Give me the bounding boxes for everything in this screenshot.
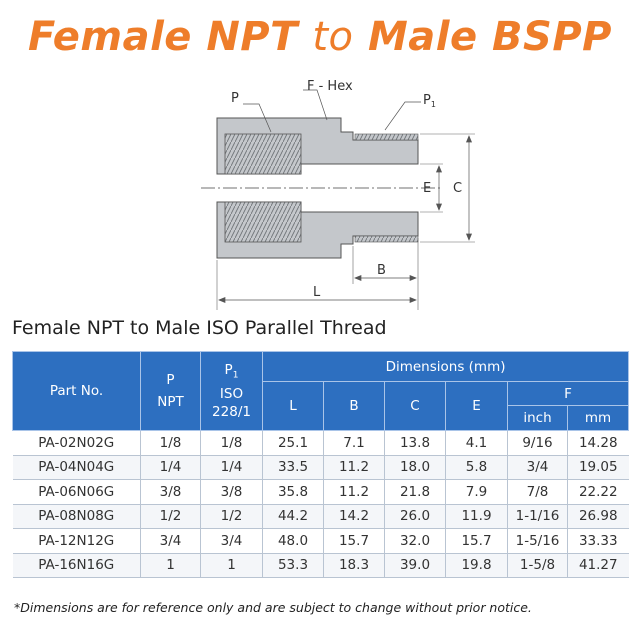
label-b: B bbox=[377, 263, 386, 278]
table-row: PA-04N04G 1/4 1/4 33.5 11.2 18.0 5.8 3/4 19.05 bbox=[12, 455, 629, 480]
header-f-mm: mm bbox=[566, 405, 630, 431]
dimensions-table: Part No. P NPT P1 ISO 228/1 Dimensions (… bbox=[12, 351, 630, 578]
header-c: C bbox=[384, 381, 446, 431]
header-p-label: P bbox=[166, 372, 175, 388]
label-l: L bbox=[313, 285, 321, 300]
table-title: Female NPT to Male ISO Parallel Thread bbox=[12, 317, 387, 339]
header-dimensions: Dimensions (mm) bbox=[261, 351, 630, 382]
label-p1: P1 bbox=[423, 93, 436, 109]
label-p: P bbox=[231, 91, 239, 106]
title-part-2: Male BSPP bbox=[367, 14, 612, 60]
header-f-inch: inch bbox=[507, 405, 568, 431]
female-thread-lower bbox=[224, 201, 302, 243]
male-thread-lower bbox=[354, 235, 419, 243]
table-row: PA-12N12G 3/4 3/4 48.0 15.7 32.0 15.7 1-5/16 3… bbox=[12, 528, 629, 554]
header-p1: P1 ISO 228/1 bbox=[200, 351, 263, 431]
table-row: PA-16N16G 1 1 53.3 18.3 39.0 19.8 1-5/8 41.27 bbox=[12, 553, 629, 578]
label-c: C bbox=[453, 181, 462, 196]
table-row: PA-06N06G 3/8 3/8 35.8 11.2 21.8 7.9 7/8 22.22 bbox=[12, 479, 629, 505]
page-title: Female NPT to Male BSPP bbox=[0, 14, 640, 60]
label-e: E bbox=[423, 181, 431, 196]
header-part-no: Part No. bbox=[12, 351, 141, 431]
disclaimer-note: *Dimensions are for reference only and a… bbox=[14, 600, 532, 615]
header-p1-iso: ISO bbox=[219, 385, 244, 402]
technical-drawing: P F - Hex P1 E C B L bbox=[201, 79, 475, 310]
table-row: PA-02N02G 1/8 1/8 25.1 7.1 13.8 4.1 9/16 14.28 bbox=[12, 430, 629, 456]
title-connector: to bbox=[312, 14, 354, 60]
header-l: L bbox=[262, 381, 324, 431]
header-f: F bbox=[506, 381, 630, 406]
female-thread-upper bbox=[224, 133, 302, 175]
table-row: PA-08N08G 1/2 1/2 44.2 14.2 26.0 11.9 1-1/16 2… bbox=[12, 504, 629, 529]
title-part-1: Female NPT bbox=[28, 14, 298, 60]
header-p-npt: NPT bbox=[157, 394, 184, 410]
male-thread-upper bbox=[354, 133, 419, 141]
header-e: E bbox=[445, 381, 508, 431]
header-b: B bbox=[323, 381, 385, 431]
header-p1-standard: 228/1 bbox=[212, 403, 251, 420]
label-hex: F - Hex bbox=[307, 79, 353, 94]
header-p: P NPT bbox=[140, 351, 201, 431]
